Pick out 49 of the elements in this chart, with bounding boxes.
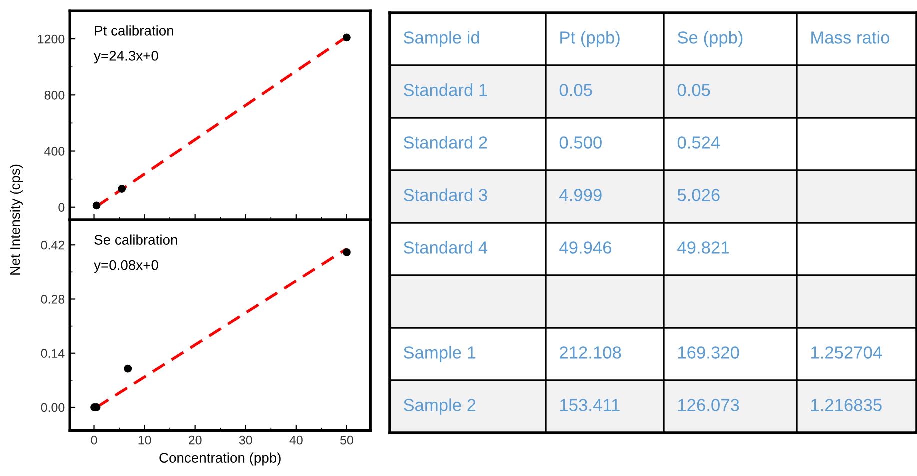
category-label: Sample 1 xyxy=(404,346,476,362)
annotation: y=0.08x+0 xyxy=(94,260,158,273)
text: 1.216835 xyxy=(812,399,882,412)
text: 49.821 xyxy=(678,242,730,254)
category-label: Sample id xyxy=(404,31,480,48)
category-label: Standard 3 xyxy=(404,188,488,202)
x-axis-title: Concentration (ppb) xyxy=(160,452,281,466)
point xyxy=(342,248,351,256)
text: 169.320 xyxy=(678,346,740,359)
category-label: Mass ratio xyxy=(812,31,890,44)
y-tick-label: 0.28 xyxy=(41,295,65,304)
text: 126.073 xyxy=(678,399,740,412)
y-tick-label: 1200 xyxy=(38,34,65,44)
x-tick-label: 20 xyxy=(189,436,202,445)
y-tick-label: 0.42 xyxy=(41,240,65,250)
category-label: Se (ppb) xyxy=(678,31,743,48)
x-tick-label: 0 xyxy=(91,436,98,445)
y-tick-label: 400 xyxy=(44,147,65,156)
text: 153.411 xyxy=(560,399,620,412)
annotation: y=24.3x+0 xyxy=(94,51,158,64)
point xyxy=(124,364,132,373)
category-label: Pt (ppb) xyxy=(560,31,620,48)
text: 0.524 xyxy=(678,136,720,149)
x-tick-label: 10 xyxy=(138,436,152,445)
point xyxy=(342,34,351,42)
text: 49.946 xyxy=(560,242,612,254)
text: 0.05 xyxy=(560,84,592,96)
category-label: Standard 4 xyxy=(404,241,488,254)
text: 4.999 xyxy=(560,189,602,202)
y-tick-label: 0.00 xyxy=(41,403,65,412)
x-tick-label: 40 xyxy=(290,436,303,445)
text: 1.252704 xyxy=(812,346,882,359)
text: 5.026 xyxy=(678,189,720,202)
y-axis-title: Net Intensity (cps) xyxy=(10,164,23,275)
annotation: Pt calibration xyxy=(95,26,174,36)
x-tick-label: 50 xyxy=(340,436,354,445)
y-tick-label: 0.14 xyxy=(41,349,65,358)
y-tick-label: 800 xyxy=(44,90,65,100)
point xyxy=(118,185,126,193)
text: 212.108 xyxy=(560,346,622,359)
text: 0.500 xyxy=(560,136,602,149)
annotation: Se calibration xyxy=(94,234,178,245)
x-tick-label: 30 xyxy=(239,436,252,445)
point xyxy=(92,202,101,210)
text: 0.05 xyxy=(678,84,710,96)
category-label: Standard 2 xyxy=(404,136,488,149)
category-label: Sample 2 xyxy=(404,398,476,415)
y-tick-label: 0 xyxy=(58,203,65,212)
category-label: Standard 1 xyxy=(404,84,488,96)
